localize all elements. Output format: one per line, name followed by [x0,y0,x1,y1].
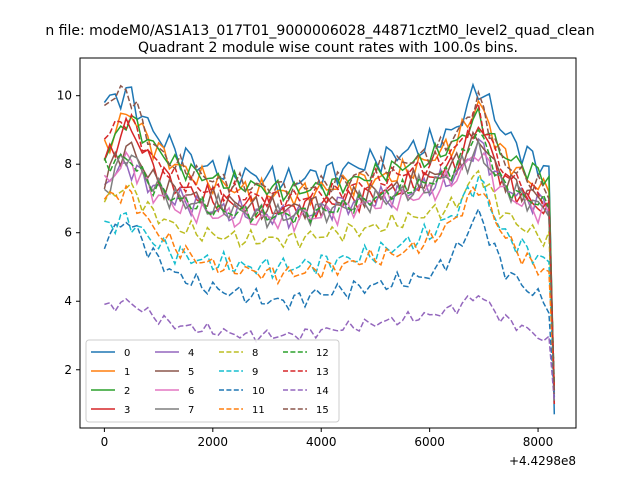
legend-label-9: 9 [252,367,258,378]
y-tick-label: 6 [64,226,72,240]
series-line-7 [103,138,556,401]
legend-label-1: 1 [124,367,130,378]
y-tick-label: 10 [57,89,72,103]
series-layer [103,82,556,415]
legend-label-3: 3 [124,405,130,416]
legend-label-8: 8 [252,348,258,359]
legend-label-12: 12 [316,348,329,359]
legend-label-7: 7 [188,405,194,416]
legend-label-6: 6 [188,386,194,397]
series-line-15 [103,84,556,394]
x-tick-label: 0 [101,435,109,449]
chart-title: Quadrant 2 module wise count rates with … [138,40,518,56]
series-line-10 [103,207,556,398]
x-tick-label: 2000 [198,435,229,449]
legend-label-10: 10 [252,386,265,397]
x-tick-label: 8000 [523,435,554,449]
y-tick-label: 8 [64,157,72,171]
x-tick-label: 4000 [306,435,337,449]
legend-label-5: 5 [188,367,194,378]
legend-label-13: 13 [316,367,329,378]
legend-label-11: 11 [252,405,265,416]
figure-suptitle: n file: modeM0/AS1A13_017T01_9000006028_… [45,23,594,39]
x-offset-label: +4.4298e8 [509,454,576,468]
legend-frame [85,339,340,423]
plot-frame [79,57,577,429]
legend-label-15: 15 [316,405,329,416]
x-tick-label: 6000 [414,435,445,449]
y-tick-label: 4 [64,294,72,308]
series-line-11 [103,184,556,387]
y-tick-label: 2 [64,363,72,377]
series-line-14 [104,294,556,401]
series-line-12 [103,128,556,384]
legend-label-4: 4 [188,348,194,359]
series-line-13 [103,101,556,391]
series-line-6 [103,150,556,398]
legend-label-0: 0 [124,348,130,359]
legend-label-2: 2 [124,386,130,397]
legend-label-14: 14 [316,386,329,397]
